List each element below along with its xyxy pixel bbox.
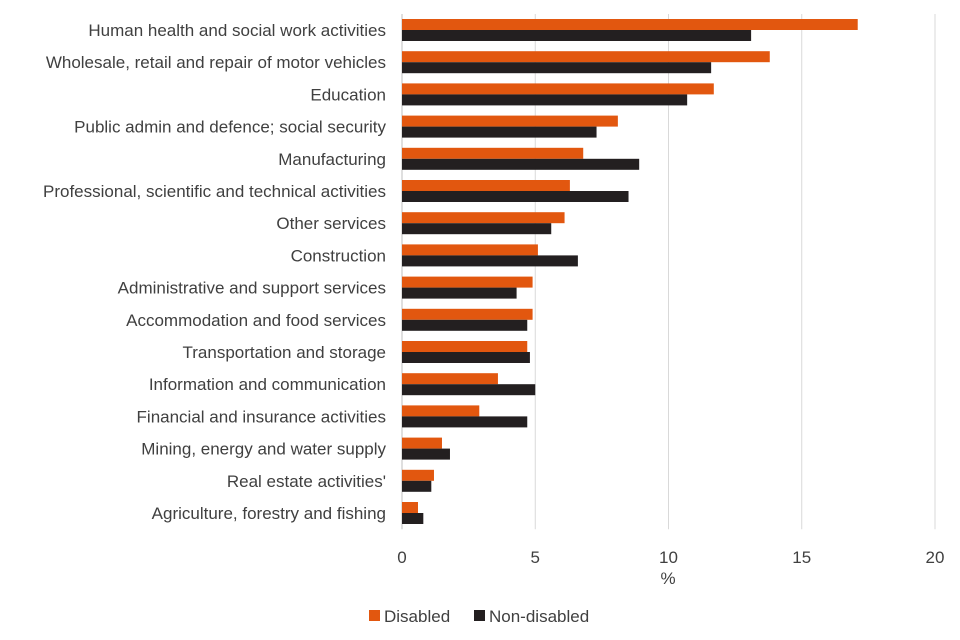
category-label-administrative-and-support-services: Administrative and support services <box>118 279 386 298</box>
bar-disabled-transportation-and-storage <box>402 341 528 352</box>
legend-label-non-disabled: Non-disabled <box>489 607 589 626</box>
bar-disabled-accommodation-and-food-services <box>402 308 533 320</box>
category-label-financial-and-insurance-activities: Financial and insurance activities <box>137 407 386 426</box>
bar-non-disabled-accommodation-and-food-services <box>402 319 528 331</box>
bar-non-disabled-transportation-and-storage <box>402 352 530 363</box>
bar-non-disabled-other-services <box>402 223 552 235</box>
bar-disabled-agriculture-forestry-and-fishing <box>402 502 418 513</box>
category-label-manufacturing: Manufacturing <box>278 150 386 169</box>
bar-non-disabled-administrative-and-support-services <box>402 287 517 299</box>
bar-disabled-manufacturing <box>402 147 584 159</box>
category-label-transportation-and-storage: Transportation and storage <box>183 343 387 362</box>
bar-non-disabled-mining-energy-and-water-supply <box>402 448 450 460</box>
x-tick-labels: 0 5 10 15 20 <box>397 548 944 567</box>
bar-disabled-information-and-communication <box>402 373 498 385</box>
legend-swatch-non-disabled <box>474 610 485 621</box>
bar-disabled-construction <box>402 244 538 256</box>
bar-disabled-public-admin-and-defence-social-security <box>402 115 618 127</box>
bar-non-disabled-manufacturing <box>402 158 640 170</box>
x-tick-label-10: 10 <box>659 548 678 567</box>
category-label-information-and-communication: Information and communication <box>149 375 386 394</box>
legend: Disabled Non-disabled <box>369 607 589 626</box>
bar-non-disabled-human-health-and-social-work-activities <box>402 30 752 41</box>
bar-disabled-education <box>402 83 714 95</box>
x-axis-title: % <box>660 569 675 588</box>
bar-non-disabled-agriculture-forestry-and-fishing <box>402 513 424 524</box>
bar-disabled-professional-scientific-and-technical-activities <box>402 180 570 191</box>
bar-non-disabled-information-and-communication <box>402 384 536 396</box>
bar-disabled-financial-and-insurance-activities <box>402 405 480 417</box>
x-tick-label-0: 0 <box>397 548 406 567</box>
bar-non-disabled-real-estate-activities <box>402 480 432 492</box>
category-label-mining-energy-and-water-supply: Mining, energy and water supply <box>141 440 386 459</box>
bar-disabled-wholesale-retail-and-repair-of-motor-vehicles <box>402 51 770 63</box>
legend-label-disabled: Disabled <box>384 607 450 626</box>
category-label-professional-scientific-and-technical-activities: Professional, scientific and technical a… <box>43 182 386 201</box>
bar-disabled-mining-energy-and-water-supply <box>402 437 442 449</box>
bar-disabled-human-health-and-social-work-activities <box>402 19 858 30</box>
category-label-agriculture-forestry-and-fishing: Agriculture, forestry and fishing <box>152 504 386 523</box>
bar-non-disabled-wholesale-retail-and-repair-of-motor-vehicles <box>402 62 712 74</box>
bars <box>402 19 858 524</box>
bar-non-disabled-financial-and-insurance-activities <box>402 416 528 428</box>
bar-non-disabled-public-admin-and-defence-social-security <box>402 126 597 138</box>
bar-non-disabled-construction <box>402 255 578 267</box>
bar-disabled-administrative-and-support-services <box>402 276 533 288</box>
category-label-accommodation-and-food-services: Accommodation and food services <box>126 311 386 330</box>
x-tick-label-5: 5 <box>531 548 540 567</box>
category-label-human-health-and-social-work-activities: Human health and social work activities <box>88 21 386 40</box>
category-label-real-estate-activities: Real estate activities' <box>227 472 386 491</box>
x-tick-label-15: 15 <box>792 548 811 567</box>
bar-disabled-real-estate-activities <box>402 469 434 481</box>
category-label-public-admin-and-defence-social-security: Public admin and defence; social securit… <box>74 118 386 137</box>
category-label-wholesale-retail-and-repair-of-motor-vehicles: Wholesale, retail and repair of motor ve… <box>46 53 386 72</box>
bar-disabled-other-services <box>402 212 565 224</box>
bar-non-disabled-education <box>402 94 688 106</box>
category-label-construction: Construction <box>291 246 386 265</box>
bar-non-disabled-professional-scientific-and-technical-activities <box>402 191 629 202</box>
x-tick-label-20: 20 <box>926 548 945 567</box>
category-labels: Human health and social work activities W… <box>43 21 386 523</box>
category-label-other-services: Other services <box>276 214 386 233</box>
legend-swatch-disabled <box>369 610 380 621</box>
category-label-education: Education <box>310 85 386 104</box>
